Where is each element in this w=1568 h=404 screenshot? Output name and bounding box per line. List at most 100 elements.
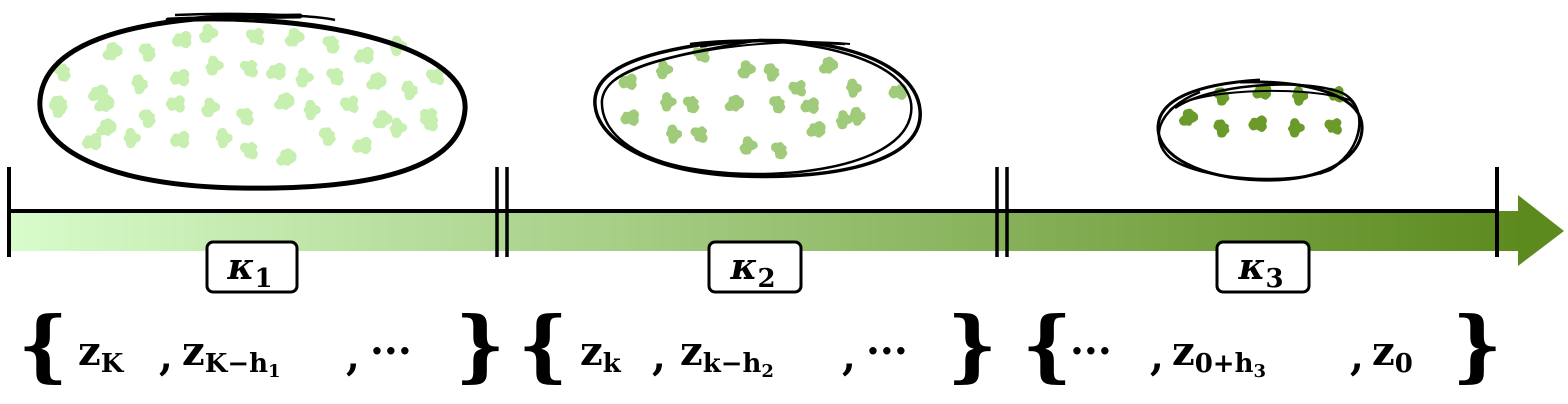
set-3-comma-2: , (1350, 333, 1364, 380)
set-3-item-3: z0 (1372, 328, 1413, 379)
speckle-dot (1213, 119, 1230, 138)
speckle-dot (724, 94, 745, 112)
speckle-dot (389, 117, 408, 138)
speckle-dot (245, 27, 265, 46)
speckle-dot (620, 109, 639, 126)
set-3-close-brace: } (1452, 300, 1502, 391)
blob-dots-3 (1178, 83, 1345, 138)
speckle-dot (763, 63, 780, 82)
blob-outline-2b (600, 38, 913, 176)
speckle-dot (372, 110, 393, 129)
speckle-dot (131, 74, 149, 95)
speckle-dot (94, 94, 115, 112)
speckle-dot (276, 148, 297, 166)
speckle-dot (788, 79, 807, 97)
set-2-close-brace: } (947, 300, 997, 391)
blob-dots-1 (48, 23, 445, 166)
speckle-dot (401, 80, 418, 101)
set-2-item-2-base: z (680, 328, 703, 375)
speckle-dot (201, 97, 221, 118)
set-1-open-brace: { (18, 300, 68, 391)
speckle-dot (1248, 115, 1267, 132)
set-1-item-1: zK (78, 328, 125, 379)
set-2-item-1-base: z (580, 328, 603, 375)
set-1-item-2: zK−h1 (182, 328, 281, 382)
blob-dots-2 (618, 46, 907, 160)
speckle-dot (849, 106, 866, 126)
svg-text:κ1: κ1 (226, 246, 272, 294)
kappa-symbol-2: κ (729, 246, 757, 288)
speckle-dot (284, 27, 305, 47)
speckle-dot (682, 96, 700, 114)
speckle-dot (240, 141, 258, 160)
kappa-symbol-1: κ (226, 246, 254, 288)
set-3-comma-1: , (1150, 333, 1164, 380)
set-3-item-3-sub: 0 (1395, 349, 1413, 379)
speckle-dot (737, 60, 756, 79)
set-2-comma-2: , (842, 333, 856, 380)
speckle-dot (618, 73, 637, 91)
blob-outline-1 (37, 13, 468, 191)
arrow-head (1518, 195, 1564, 266)
blob-outline-1b (174, 12, 336, 22)
set-1-item-1-sub: K (101, 349, 125, 379)
set-3-item-1: ··· (1070, 328, 1112, 375)
set-2: { zk , zk−h2 , ··· } (518, 300, 997, 391)
speckle-dot (425, 67, 445, 86)
speckle-dot (169, 131, 190, 149)
speckle-dot (800, 97, 819, 114)
speckle-dot (138, 43, 156, 62)
set-3-item-2-base: z (1172, 328, 1195, 375)
set-1-item-2-subsub: 1 (268, 361, 281, 382)
speckle-dot (138, 109, 156, 128)
speckle-dot (123, 127, 141, 149)
kappa-index-2: 2 (757, 264, 775, 294)
speckle-dot (171, 30, 192, 49)
set-1-item-2-base: z (182, 328, 205, 375)
set-1-comma-1: , (159, 333, 173, 380)
set-2-open-brace: { (518, 300, 568, 391)
speckle-dot (665, 124, 683, 144)
cluster-blob-1 (37, 12, 468, 191)
speckle-dot (81, 132, 102, 151)
speckle-dot (818, 56, 839, 74)
speckle-dot (1292, 86, 1309, 106)
set-2-item-1: zk (580, 328, 622, 379)
speckle-dot (1288, 118, 1305, 138)
speckle-dot (198, 23, 219, 43)
speckle-dot (769, 95, 786, 114)
blob-outline-3c (1169, 89, 1361, 175)
kappa-label-2: κ2 (707, 240, 803, 294)
speckle-dot (205, 55, 224, 76)
speckle-dot (366, 72, 387, 90)
set-1: { zK , zK−h1 , ··· } (18, 300, 505, 391)
set-2-comma-1: , (652, 333, 666, 380)
set-3-item-2-subsub: 3 (1254, 361, 1267, 382)
kappa-box-2 (707, 240, 803, 294)
svg-text:κ3: κ3 (1237, 246, 1283, 294)
set-2-item-2: zk−h2 (680, 328, 774, 382)
speckle-dot (102, 42, 123, 61)
speckle-dot (322, 35, 340, 54)
speckle-dot (806, 121, 826, 138)
blob-outline-2c (614, 41, 851, 81)
kappa-box-1 (205, 240, 299, 294)
cluster-blob-2 (593, 38, 922, 179)
speckle-dot (353, 46, 374, 65)
speckle-dot (48, 99, 66, 118)
set-2-item-2-sub: k−h (703, 349, 762, 379)
set-1-item-3: ··· (370, 328, 412, 375)
set-2-item-1-sub: k (603, 349, 622, 379)
speckle-dot (739, 136, 758, 155)
set-1-item-1-base: z (78, 328, 101, 375)
speckle-dot (303, 99, 321, 121)
kappa-label-3: κ3 (1215, 240, 1311, 294)
kappa-index-3: 3 (1265, 264, 1283, 294)
set-1-comma-2: , (346, 333, 360, 380)
speckle-dot (845, 78, 863, 98)
set-3-open-brace: { (1022, 300, 1072, 391)
set-2-item-3: ··· (866, 328, 908, 375)
speckle-dot (326, 67, 344, 86)
speckle-dot (655, 60, 674, 80)
